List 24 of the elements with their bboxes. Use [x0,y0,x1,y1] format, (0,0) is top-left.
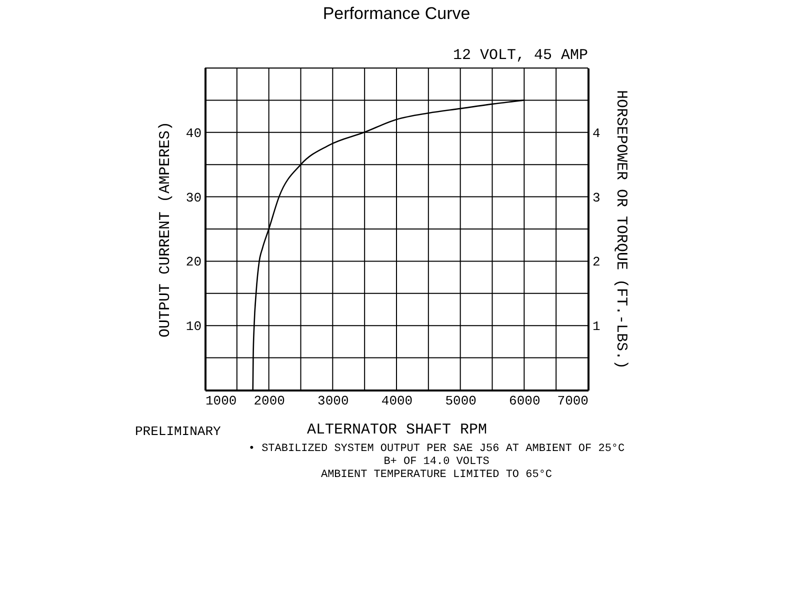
text: • STABILIZED SYSTEM OUTPUT PER SAE J56 AT AMBIENT OF 25°C [248,443,626,455]
y2-axis-title: HORSEPOWER OR TORQUE (FT.-LBS.) [612,90,630,370]
y-tick-label: 20 [186,254,202,270]
y2-tick-label: 3 [592,190,600,206]
text: PRELIMINARY [135,424,222,439]
x-tick-label: 3000 [318,394,349,408]
y2-tick-label: 1 [592,319,600,334]
x-axis-title: ALTERNATOR SHAFT RPM [306,422,488,438]
y-tick-label: 40 [186,126,202,141]
y2-tick-label: 2 [592,254,600,270]
x-tick-label: 1000 [206,394,237,408]
chart-title: Performance Curve [322,4,470,23]
x-tick-label: 2000 [254,394,285,408]
x-tick-label: 7000 [557,394,588,408]
y2-tick-label: 4 [592,126,600,141]
x-tick-label: 4000 [381,394,413,408]
x-tick-label: 5000 [445,394,476,408]
y-tick-label: 10 [186,319,202,334]
y-tick-label: 30 [186,190,202,206]
x-tick-label: 6000 [509,394,540,408]
y-axis-title: OUTPUT CURRENT (AMPERES) [156,121,174,338]
text: B+ OF 14.0 VOLTS [384,456,490,468]
text: AMBIENT TEMPERATURE LIMITED TO 65°C [320,469,552,481]
chart-subtitle: 12 VOLT, 45 AMP [452,47,588,64]
